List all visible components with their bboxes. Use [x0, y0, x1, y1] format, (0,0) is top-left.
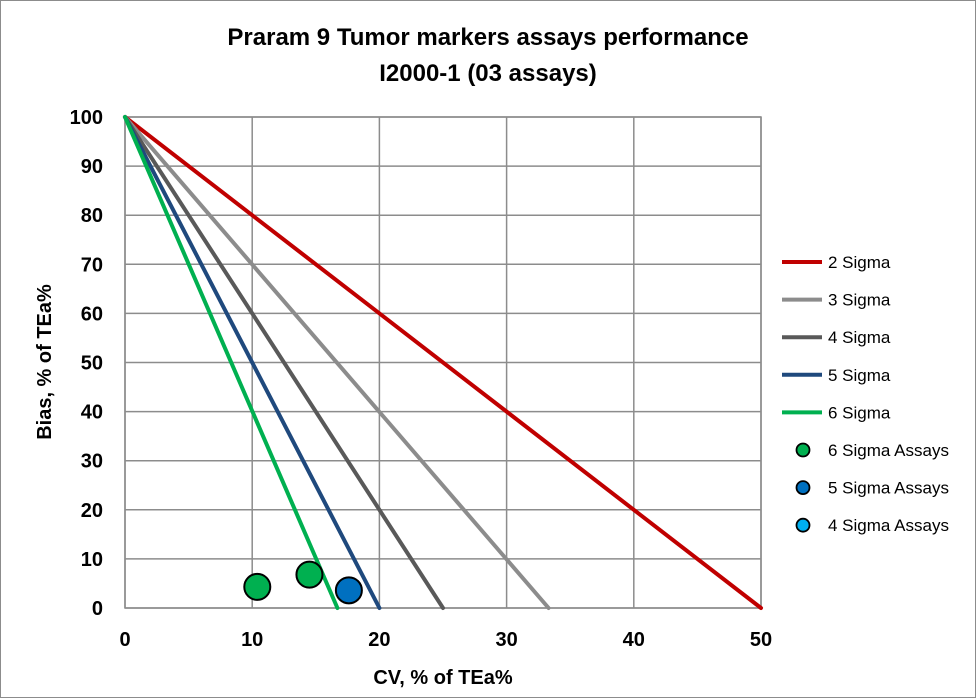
sigma-lines: [123, 115, 763, 610]
legend-marker: [795, 517, 811, 533]
y-tick-label: 50: [81, 353, 103, 375]
assay-points: [243, 560, 363, 605]
legend-label: 5 Sigma: [828, 366, 891, 385]
y-tick-label: 40: [81, 402, 103, 424]
chart-title-line2: I2000-1 (03 assays): [379, 60, 597, 87]
x-tick-label: 10: [241, 629, 263, 651]
y-tick-label: 20: [81, 500, 103, 522]
x-tick-label: 20: [368, 629, 390, 651]
x-axis-label: CV, % of TEa%: [373, 667, 513, 689]
legend-label: 6 Sigma: [828, 403, 891, 422]
y-tick-label: 0: [92, 598, 103, 620]
legend-label: 4 Sigma Assays: [828, 516, 949, 535]
sigma-line-3: [123, 115, 551, 610]
legend-label: 2 Sigma: [828, 253, 891, 272]
assay-point: [295, 560, 324, 589]
legend-marker: [795, 442, 811, 458]
legend-marker: [795, 480, 811, 496]
legend: 2 Sigma 3 Sigma 4 Sigma 5 Sigma 6 Sigma 6 Sig…: [782, 253, 949, 535]
legend-label: 3 Sigma: [828, 291, 891, 310]
sigma-line-4: [123, 115, 445, 610]
y-tick-label: 60: [81, 303, 103, 325]
sigma-line-2: [123, 115, 763, 610]
x-tick-label: 30: [495, 629, 517, 651]
y-tick-label: 100: [70, 107, 103, 129]
legend-label: 5 Sigma Assays: [828, 479, 949, 498]
x-tick-label: 0: [119, 629, 130, 651]
chart-title-line1: Praram 9 Tumor markers assays performanc…: [227, 24, 748, 51]
y-tick-label: 10: [81, 549, 103, 571]
sigma-line-5: [123, 115, 382, 610]
x-tick-label: 40: [623, 629, 645, 651]
y-tick-label: 70: [81, 254, 103, 276]
y-axis-label: Bias, % of TEa%: [34, 284, 56, 440]
x-tick-label: 50: [750, 629, 772, 651]
y-tick-label: 90: [81, 156, 103, 178]
legend-label: 4 Sigma: [828, 328, 891, 347]
y-tick-label: 80: [81, 205, 103, 227]
y-tick-label: 30: [81, 451, 103, 473]
legend-label: 6 Sigma Assays: [828, 441, 949, 460]
assay-point: [334, 576, 363, 605]
assay-point: [243, 572, 272, 601]
tick-labels: 0 10 20 30 40 50 60 70 80 90 100 0 10 20 30 40 50: [70, 107, 773, 651]
sigma-line-6: [123, 115, 340, 610]
